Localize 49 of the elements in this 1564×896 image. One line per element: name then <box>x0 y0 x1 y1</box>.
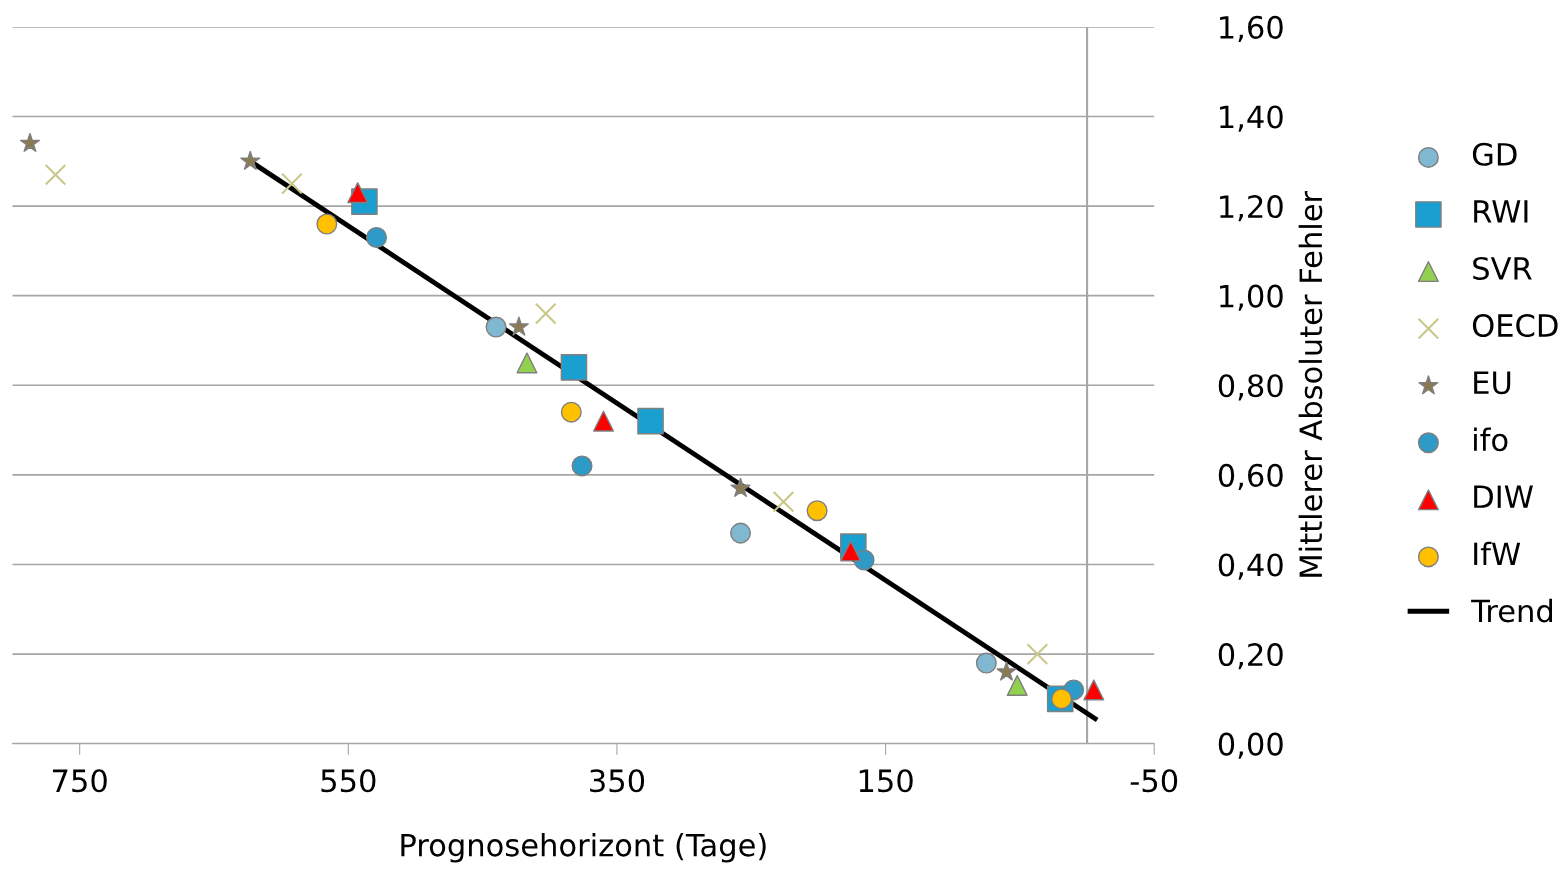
y-tick-label: 1,40 <box>1220 105 1283 132</box>
y-axis-title: Mittlerer Absoluter Fehler <box>1298 190 1323 577</box>
point <box>637 407 664 435</box>
point <box>240 150 261 170</box>
y-tick-label: 0,60 <box>1218 463 1283 491</box>
point <box>1026 643 1049 665</box>
point <box>571 455 593 477</box>
point <box>316 213 338 235</box>
legend-label: OECD <box>1472 313 1558 338</box>
legend-label: ifo <box>1474 427 1508 452</box>
y-tick-label: 1,00 <box>1220 284 1283 311</box>
y-tick-label: 0,20 <box>1218 643 1283 670</box>
legend-label: EU <box>1474 371 1511 395</box>
x-tick-label: -50 <box>1130 769 1178 793</box>
point <box>772 490 795 513</box>
x-tick-label: 750 <box>53 769 107 793</box>
point <box>806 500 828 522</box>
y-tick-label: 1,20 <box>1220 195 1283 222</box>
x-axis-title: Prognosehorizont (Tage) <box>401 832 766 863</box>
y-tick-label: 0,00 <box>1218 732 1283 759</box>
legend-label: DIW <box>1474 485 1533 508</box>
point <box>534 302 557 325</box>
point <box>485 316 507 338</box>
y-tick-label: 1,60 <box>1220 15 1283 43</box>
point <box>1006 674 1028 696</box>
x-tick-label: 350 <box>590 769 645 793</box>
point <box>730 477 751 497</box>
y-tick-label: 0,80 <box>1218 374 1283 401</box>
point <box>516 352 538 374</box>
legend-label: Trend <box>1471 598 1552 623</box>
point <box>593 410 615 432</box>
point <box>508 316 529 336</box>
point <box>281 172 303 195</box>
point <box>19 132 41 153</box>
legend-label: GD <box>1472 142 1517 166</box>
x-tick-label: 550 <box>321 769 376 793</box>
point <box>366 226 388 248</box>
y-tick-label: 0,40 <box>1218 553 1283 580</box>
point <box>560 354 588 381</box>
point <box>730 522 752 544</box>
point <box>44 163 67 186</box>
legend-label: RWI <box>1474 200 1528 223</box>
point <box>975 652 997 674</box>
legend-label: SVR <box>1473 256 1532 280</box>
point <box>1083 679 1105 701</box>
point <box>560 401 582 423</box>
x-tick-label: 150 <box>859 769 913 793</box>
point <box>996 661 1017 681</box>
legend-label: IfW <box>1474 541 1521 565</box>
